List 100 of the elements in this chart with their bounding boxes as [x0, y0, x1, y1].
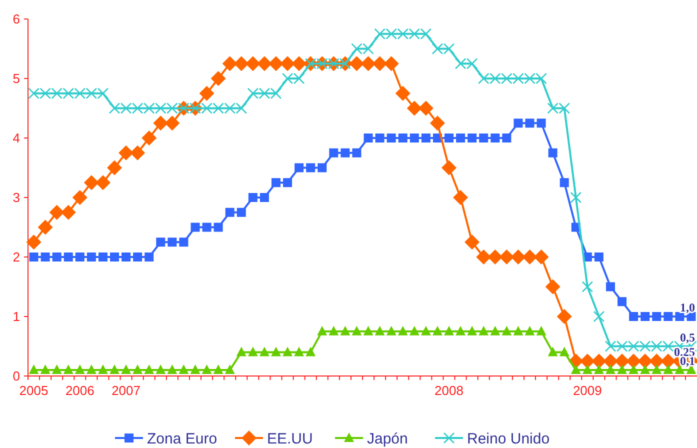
point — [292, 56, 307, 72]
point — [234, 56, 249, 72]
x-tick-label: 2006 — [65, 383, 94, 398]
point — [559, 346, 570, 356]
point — [245, 56, 260, 72]
x-tick-label: 2008 — [434, 383, 464, 398]
point — [121, 364, 132, 374]
point — [236, 208, 246, 217]
point — [268, 56, 284, 72]
point — [86, 364, 96, 374]
point — [98, 364, 108, 374]
point — [570, 364, 581, 374]
point — [26, 234, 42, 250]
point — [63, 364, 74, 374]
point — [375, 134, 384, 142]
legend-label: Reino Unido — [467, 430, 550, 448]
x-tick-label: 2009 — [572, 383, 602, 398]
point — [153, 116, 168, 131]
point — [410, 134, 419, 142]
annotation: 0,5 — [680, 330, 695, 344]
y-tick-label: 1 — [12, 309, 20, 324]
point — [629, 312, 638, 321]
point — [340, 148, 350, 158]
point — [156, 238, 166, 247]
point — [352, 148, 362, 158]
point — [329, 148, 338, 158]
point — [499, 250, 514, 264]
point — [675, 312, 684, 321]
point — [132, 364, 143, 374]
annotation: 1,0 — [680, 300, 695, 314]
point — [545, 279, 560, 294]
point — [582, 364, 592, 374]
point — [372, 56, 388, 72]
point — [464, 234, 480, 250]
y-tick-label: 2 — [12, 250, 20, 265]
point — [638, 354, 653, 369]
point — [570, 192, 582, 204]
point — [318, 163, 327, 172]
point — [640, 312, 650, 321]
point — [490, 134, 500, 142]
point — [190, 364, 200, 374]
point — [364, 134, 373, 142]
point — [156, 364, 166, 374]
point — [29, 252, 38, 262]
point — [271, 178, 280, 188]
point — [488, 250, 503, 264]
point — [64, 252, 73, 262]
point — [556, 309, 572, 324]
point — [617, 364, 628, 374]
point — [468, 134, 477, 142]
point — [328, 326, 339, 336]
point — [60, 204, 76, 220]
point — [502, 326, 512, 336]
point — [514, 118, 523, 128]
point — [86, 252, 96, 262]
point — [280, 56, 296, 72]
point — [225, 208, 234, 217]
point — [548, 148, 558, 158]
point — [306, 163, 316, 172]
point — [107, 160, 122, 176]
point — [283, 178, 292, 188]
point — [236, 346, 246, 356]
point — [560, 178, 569, 188]
point — [49, 204, 64, 220]
point — [395, 86, 410, 101]
point — [442, 160, 457, 176]
point — [456, 134, 466, 142]
point — [199, 86, 214, 101]
point — [340, 326, 350, 336]
point — [467, 326, 478, 336]
point — [384, 56, 399, 72]
point — [386, 134, 396, 142]
point — [409, 326, 420, 336]
y-tick-label: 5 — [12, 71, 20, 86]
point — [52, 252, 62, 262]
point — [210, 71, 226, 86]
x-tick-label: 2005 — [19, 383, 48, 398]
point — [178, 364, 189, 374]
point — [294, 346, 304, 356]
point — [248, 346, 258, 356]
point — [386, 326, 396, 336]
point — [430, 116, 445, 131]
point — [75, 252, 84, 262]
point — [525, 118, 534, 128]
point — [513, 326, 524, 336]
point — [317, 326, 328, 336]
point — [118, 145, 134, 160]
point — [536, 326, 546, 336]
point — [418, 100, 434, 116]
point — [248, 193, 258, 202]
point — [536, 118, 546, 128]
point — [398, 134, 408, 142]
point — [74, 364, 85, 374]
point — [534, 250, 549, 264]
point — [524, 326, 535, 336]
legend-label: Japón — [367, 430, 408, 448]
point — [72, 190, 88, 205]
point — [282, 346, 293, 356]
point — [168, 238, 177, 247]
point — [164, 116, 180, 131]
